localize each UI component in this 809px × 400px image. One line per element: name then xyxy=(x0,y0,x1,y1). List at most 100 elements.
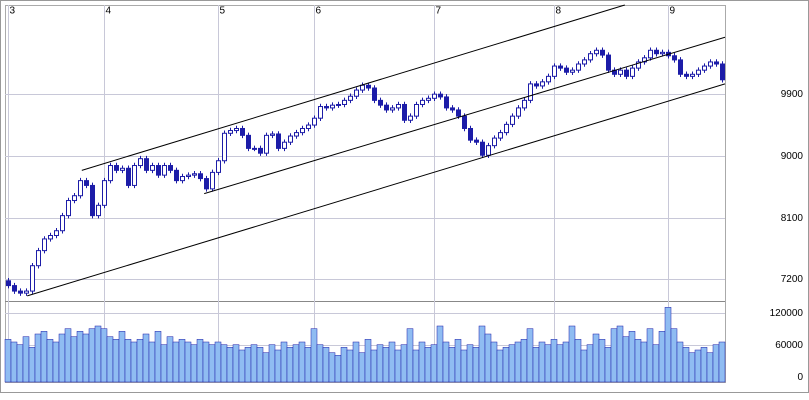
volume-bar xyxy=(244,347,252,383)
volume-bar xyxy=(400,344,408,383)
volume-bar xyxy=(712,344,720,383)
candle-body xyxy=(630,67,635,77)
volume-bar xyxy=(268,344,276,383)
volume-bar xyxy=(334,355,342,383)
volume-tick-label: 0 xyxy=(797,372,803,383)
candle-body xyxy=(66,200,71,217)
candle-body xyxy=(702,65,707,71)
candle-body xyxy=(438,93,443,98)
candle-body xyxy=(84,180,89,186)
volume-bar xyxy=(664,307,672,383)
volume-bar xyxy=(652,344,660,383)
y-tick-label: 9000 xyxy=(781,151,804,162)
y-tick-label: 8100 xyxy=(781,213,804,224)
candle-body xyxy=(198,173,203,180)
volume-bar xyxy=(382,347,390,383)
candle-body xyxy=(162,165,167,176)
volume-bar xyxy=(640,341,648,383)
volume-bar xyxy=(604,347,612,383)
candle-body xyxy=(552,65,557,77)
candle-body xyxy=(594,49,599,55)
volume-bar xyxy=(250,344,258,383)
candle-body xyxy=(498,132,503,139)
candle-body xyxy=(240,127,245,136)
candle-body xyxy=(138,158,143,167)
volume-bar xyxy=(694,349,702,383)
candle-body xyxy=(348,95,353,101)
volume-bar xyxy=(328,352,336,383)
candle-body xyxy=(468,127,473,141)
candle-body xyxy=(516,107,521,117)
candle-body xyxy=(12,285,17,292)
volume-bar xyxy=(676,341,684,383)
volume-bar xyxy=(706,352,714,383)
candle-body xyxy=(48,235,53,240)
volume-bar xyxy=(94,325,102,383)
volume-bar xyxy=(424,347,432,383)
volume-bar xyxy=(508,344,516,383)
candle-body xyxy=(222,132,227,162)
channel-line xyxy=(204,36,726,195)
volume-bar xyxy=(586,344,594,383)
volume-bar xyxy=(538,341,546,383)
candle-body xyxy=(246,134,251,149)
candle-body xyxy=(150,165,155,171)
volume-bar xyxy=(88,328,96,383)
candle-body xyxy=(210,171,215,190)
candle-body xyxy=(144,158,149,171)
candle-body xyxy=(270,133,275,136)
candle-body xyxy=(696,69,701,75)
candle-body xyxy=(474,139,479,143)
candle-body xyxy=(30,265,35,292)
volume-bar xyxy=(310,328,318,383)
volume-bar xyxy=(658,331,666,383)
volume-bar xyxy=(646,328,654,383)
x-tick-label: 8 xyxy=(556,6,562,17)
y-tick-label: 7200 xyxy=(781,274,804,285)
candle-body xyxy=(168,165,173,171)
volume-bar xyxy=(22,336,30,383)
candle-body xyxy=(420,99,425,105)
volume-bar xyxy=(454,339,462,383)
candle-body xyxy=(360,84,365,91)
volume-bar xyxy=(316,344,324,383)
volume-bar xyxy=(58,333,66,383)
candle-body xyxy=(6,280,11,287)
volume-bar xyxy=(100,328,108,383)
volume-bar xyxy=(34,333,42,383)
volume-bar xyxy=(460,349,468,383)
candle-body xyxy=(444,96,449,109)
plot-frame xyxy=(5,5,726,383)
volume-bar xyxy=(598,339,606,383)
volume-tick-label: 60000 xyxy=(775,340,803,351)
candle-body xyxy=(312,117,317,126)
candle-body xyxy=(720,63,725,81)
candle-body xyxy=(540,81,545,87)
volume-bar xyxy=(592,333,600,383)
x-tick-label: 7 xyxy=(436,6,442,17)
candle-body xyxy=(318,106,323,119)
candle-body xyxy=(564,67,569,73)
candle-body xyxy=(480,141,485,156)
volume-bar xyxy=(10,341,18,383)
candle-body xyxy=(432,93,437,99)
volume-bar xyxy=(682,347,690,383)
volume-bar xyxy=(142,333,150,383)
volume-bar xyxy=(394,349,402,383)
volume-bar xyxy=(46,339,54,383)
candle-body xyxy=(618,69,623,75)
candle-body xyxy=(354,89,359,97)
volume-bar xyxy=(64,328,72,383)
candle-body xyxy=(588,53,593,61)
candle-body xyxy=(384,104,389,111)
candle-body xyxy=(90,184,95,217)
candle-body xyxy=(690,73,695,77)
candle-body xyxy=(306,124,311,129)
volume-bar xyxy=(436,325,444,383)
volume-bar xyxy=(136,339,144,383)
candle-body xyxy=(654,49,659,55)
candle-body xyxy=(126,167,131,186)
candle-body xyxy=(492,137,497,147)
volume-bar xyxy=(112,339,120,383)
candle-body xyxy=(96,204,101,217)
